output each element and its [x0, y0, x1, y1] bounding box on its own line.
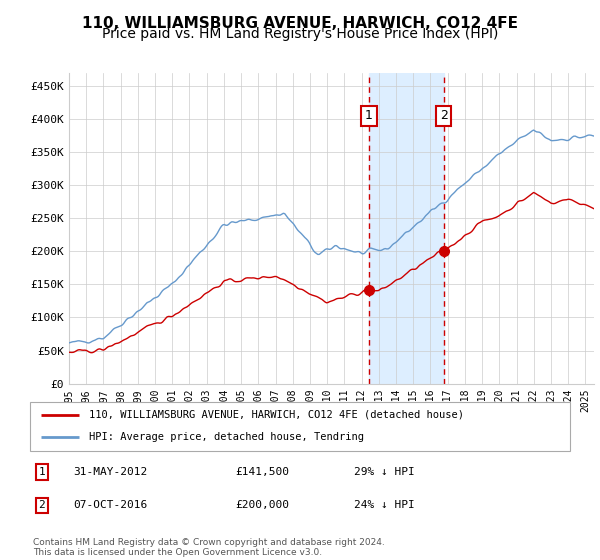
Bar	[369, 73, 444, 384]
Text: 2: 2	[440, 109, 448, 122]
Text: 07-OCT-2016: 07-OCT-2016	[73, 501, 148, 510]
Text: £141,500: £141,500	[235, 467, 289, 477]
Text: Contains HM Land Registry data © Crown copyright and database right 2024.
This d: Contains HM Land Registry data © Crown c…	[33, 538, 385, 557]
Text: £200,000: £200,000	[235, 501, 289, 510]
Text: 1: 1	[38, 467, 45, 477]
Text: HPI: Average price, detached house, Tendring: HPI: Average price, detached house, Tend…	[89, 432, 364, 442]
Text: 1: 1	[365, 109, 373, 122]
Text: 2: 2	[38, 501, 45, 510]
Text: 31-MAY-2012: 31-MAY-2012	[73, 467, 148, 477]
Text: 29% ↓ HPI: 29% ↓ HPI	[354, 467, 415, 477]
Text: 110, WILLIAMSBURG AVENUE, HARWICH, CO12 4FE: 110, WILLIAMSBURG AVENUE, HARWICH, CO12 …	[82, 16, 518, 31]
FancyBboxPatch shape	[30, 402, 570, 451]
Text: Price paid vs. HM Land Registry's House Price Index (HPI): Price paid vs. HM Land Registry's House …	[102, 27, 498, 41]
Text: 110, WILLIAMSBURG AVENUE, HARWICH, CO12 4FE (detached house): 110, WILLIAMSBURG AVENUE, HARWICH, CO12 …	[89, 410, 464, 420]
Text: 24% ↓ HPI: 24% ↓ HPI	[354, 501, 415, 510]
